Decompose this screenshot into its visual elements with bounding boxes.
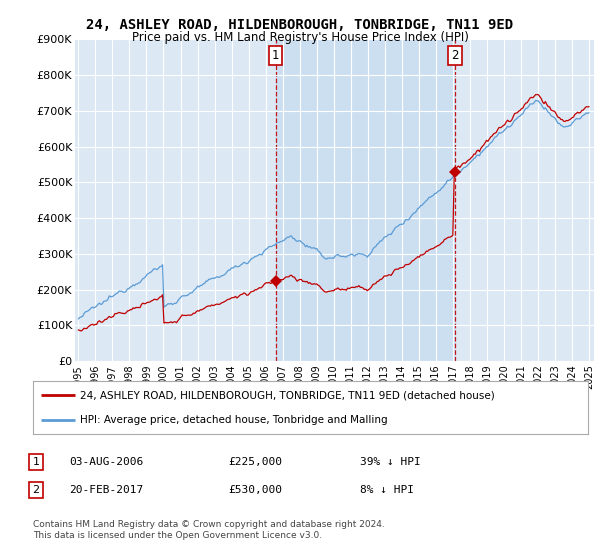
Text: Price paid vs. HM Land Registry's House Price Index (HPI): Price paid vs. HM Land Registry's House … <box>131 31 469 44</box>
Text: Contains HM Land Registry data © Crown copyright and database right 2024.
This d: Contains HM Land Registry data © Crown c… <box>33 520 385 540</box>
Text: 39% ↓ HPI: 39% ↓ HPI <box>360 457 421 467</box>
Bar <box>276 39 455 361</box>
Text: 2: 2 <box>451 49 458 62</box>
Text: 1: 1 <box>272 49 280 62</box>
Text: 20-FEB-2017: 20-FEB-2017 <box>69 485 143 495</box>
Text: 24, ASHLEY ROAD, HILDENBOROUGH, TONBRIDGE, TN11 9ED (detached house): 24, ASHLEY ROAD, HILDENBOROUGH, TONBRIDG… <box>80 390 495 400</box>
Text: £225,000: £225,000 <box>228 457 282 467</box>
Text: HPI: Average price, detached house, Tonbridge and Malling: HPI: Average price, detached house, Tonb… <box>80 414 388 424</box>
Text: 1: 1 <box>32 457 40 467</box>
Text: £530,000: £530,000 <box>228 485 282 495</box>
Text: 8% ↓ HPI: 8% ↓ HPI <box>360 485 414 495</box>
Text: 24, ASHLEY ROAD, HILDENBOROUGH, TONBRIDGE, TN11 9ED: 24, ASHLEY ROAD, HILDENBOROUGH, TONBRIDG… <box>86 18 514 32</box>
Text: 03-AUG-2006: 03-AUG-2006 <box>69 457 143 467</box>
Text: 2: 2 <box>32 485 40 495</box>
